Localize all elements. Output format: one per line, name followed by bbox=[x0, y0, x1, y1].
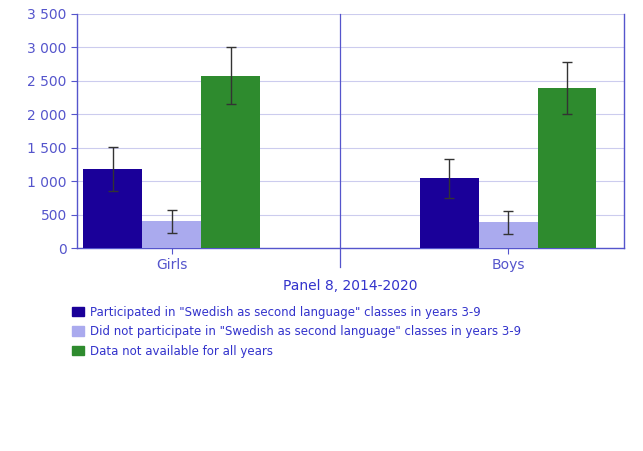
Bar bbox=[142, 221, 201, 248]
Bar bbox=[420, 178, 478, 248]
Legend: Participated in "Swedish as second language" classes in years 3-9, Did not parti: Participated in "Swedish as second langu… bbox=[72, 305, 521, 358]
Bar bbox=[478, 222, 538, 248]
Bar bbox=[538, 88, 597, 248]
Bar bbox=[201, 75, 260, 248]
Bar bbox=[84, 169, 142, 248]
Text: Panel 8, 2014-2020: Panel 8, 2014-2020 bbox=[283, 279, 418, 293]
